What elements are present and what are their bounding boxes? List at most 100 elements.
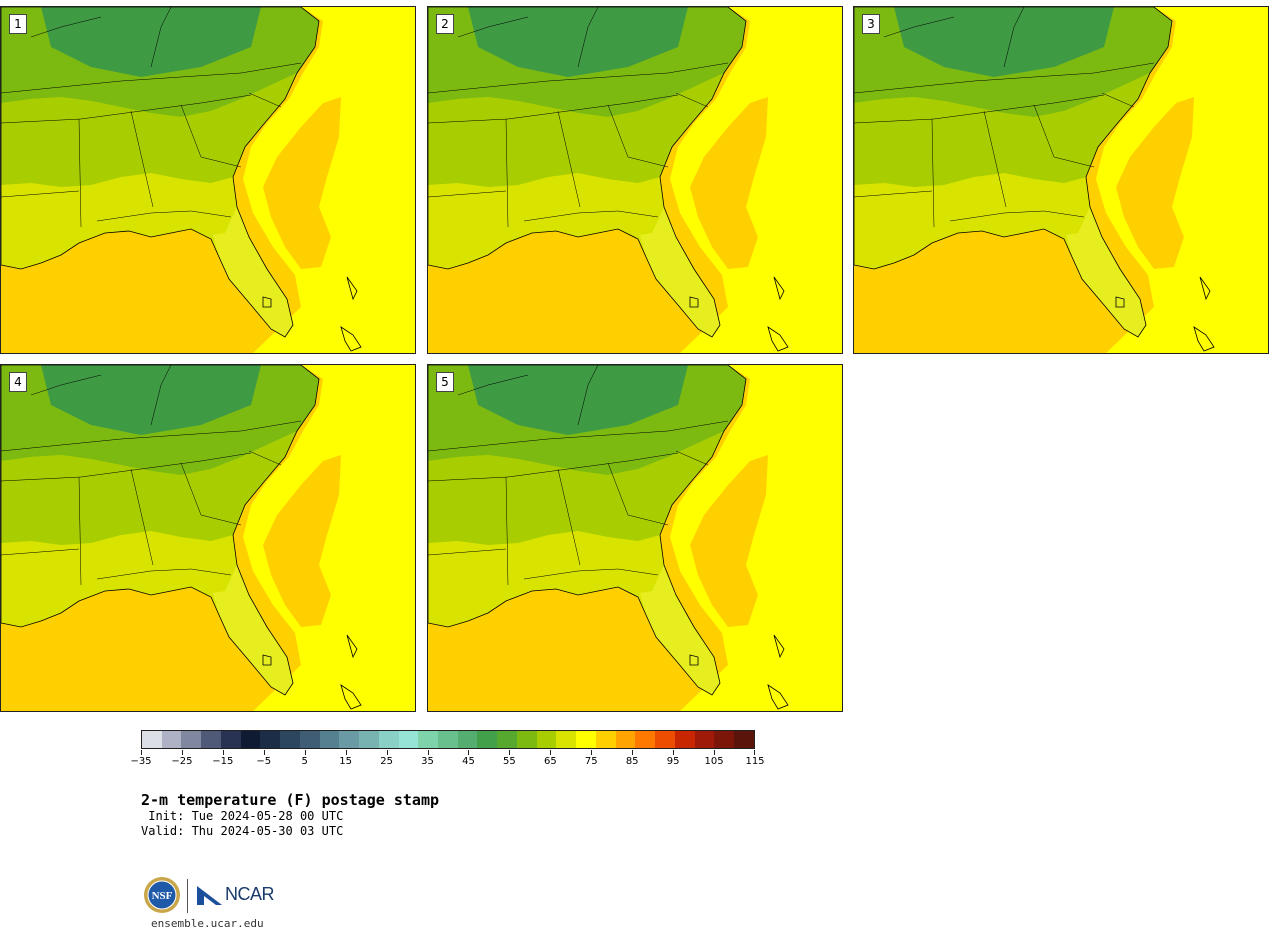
coastline bbox=[428, 365, 747, 696]
state-border bbox=[931, 118, 935, 228]
colorbar-tick-label: 45 bbox=[462, 756, 475, 767]
state-border bbox=[457, 374, 529, 396]
state-border bbox=[457, 16, 529, 38]
colorbar-tick-label: 5 bbox=[301, 756, 308, 767]
colorbar-swatch bbox=[299, 731, 320, 748]
state-border bbox=[428, 420, 729, 452]
florida-peninsula bbox=[213, 565, 293, 695]
figure-title: 2-m temperature (F) postage stamp bbox=[141, 791, 440, 809]
warm-sea-surface bbox=[690, 97, 768, 269]
island-outline bbox=[346, 634, 358, 659]
colorbar-tick-label: 65 bbox=[543, 756, 557, 767]
colorbar-swatch bbox=[201, 731, 221, 748]
ncar-logo-text: NCAR bbox=[225, 884, 275, 904]
state-border bbox=[854, 94, 1105, 124]
map-panel-2: 2 bbox=[427, 6, 843, 354]
island-outline bbox=[1199, 276, 1211, 301]
island-outline bbox=[767, 684, 789, 710]
site-url: ensemble.ucar.edu bbox=[151, 917, 264, 930]
island-outline bbox=[1115, 296, 1125, 308]
appalachian-cool-zone bbox=[468, 365, 688, 435]
logo-divider bbox=[187, 879, 188, 913]
warm-sea-surface bbox=[263, 455, 341, 627]
state-border bbox=[428, 548, 507, 556]
colorbar-tick-label: 55 bbox=[503, 756, 516, 767]
island-outline bbox=[1193, 326, 1215, 352]
colorbar-tick-label: −15 bbox=[212, 756, 234, 767]
sponsor-logos: NSF NCAR bbox=[143, 876, 283, 918]
island-outline bbox=[262, 654, 272, 666]
land-warm-band bbox=[428, 431, 724, 545]
panel-number-label: 1 bbox=[9, 14, 27, 34]
colorbar-tick-label: 15 bbox=[339, 756, 353, 767]
state-border bbox=[949, 210, 1085, 222]
island-outline bbox=[340, 326, 362, 352]
state-border bbox=[557, 468, 581, 566]
colorbar-tick-label: 35 bbox=[421, 756, 434, 767]
state-border bbox=[557, 110, 581, 208]
colorbar-swatch bbox=[319, 731, 340, 748]
coastline bbox=[1, 365, 320, 696]
island-outline bbox=[767, 326, 789, 352]
state-border bbox=[150, 365, 172, 426]
colorbar-swatch bbox=[595, 731, 616, 748]
land-warm-band bbox=[1, 431, 297, 545]
state-border bbox=[130, 468, 154, 566]
state-border bbox=[428, 62, 729, 94]
state-border bbox=[1, 548, 80, 556]
state-border bbox=[1003, 7, 1025, 68]
colorbar-tick-label: −5 bbox=[256, 756, 272, 767]
state-border bbox=[248, 92, 282, 108]
state-border bbox=[180, 462, 242, 526]
colorbar-tick bbox=[714, 750, 716, 755]
state-border bbox=[428, 190, 507, 198]
valid-time: Valid: Thu 2024-05-30 03 UTC bbox=[141, 824, 344, 838]
state-border bbox=[505, 476, 509, 586]
atlantic-ocean bbox=[1096, 7, 1268, 353]
colorbar-tick-labels: −35 −25 −15 −5 5 15 25 35 45 55 65 75 85 95 105 115 bbox=[130, 750, 765, 774]
colorbar-tick-label: −35 bbox=[130, 756, 152, 767]
colorbar-swatch bbox=[339, 731, 360, 748]
map-panel-4: 4 bbox=[0, 364, 416, 712]
state-border bbox=[577, 365, 599, 426]
colorbar-tick bbox=[591, 750, 593, 755]
atlantic-ocean bbox=[243, 365, 415, 711]
map-panel-5: 5 bbox=[427, 364, 843, 712]
island-outline bbox=[340, 684, 362, 710]
panel-number-label: 2 bbox=[436, 14, 454, 34]
temperature-map bbox=[428, 7, 842, 353]
colorbar-swatch bbox=[260, 731, 281, 748]
map-panel-3: 3 bbox=[853, 6, 1269, 354]
colorbar-tick bbox=[754, 750, 755, 755]
state-border bbox=[854, 62, 1155, 94]
atlantic-ocean bbox=[670, 365, 842, 711]
state-border bbox=[1101, 92, 1135, 108]
temperature-colorbar bbox=[141, 730, 755, 749]
state-border bbox=[1, 420, 302, 452]
warm-sea-surface bbox=[1116, 97, 1194, 269]
appalachian-cool-zone bbox=[41, 7, 261, 77]
colorbar-swatch bbox=[418, 731, 439, 748]
coastline bbox=[1, 7, 320, 338]
colorbar-tick-label: 25 bbox=[380, 756, 393, 767]
state-border bbox=[883, 16, 955, 38]
state-border bbox=[1, 94, 252, 124]
panel-number-label: 3 bbox=[862, 14, 880, 34]
state-border bbox=[505, 118, 509, 228]
nsf-logo-icon: NSF bbox=[144, 877, 180, 913]
land-warm-band bbox=[854, 73, 1150, 187]
colorbar-swatch bbox=[359, 731, 379, 748]
state-border bbox=[30, 16, 102, 38]
colorbar-swatch bbox=[457, 731, 478, 748]
colorbar-tick bbox=[386, 750, 388, 755]
state-border bbox=[607, 462, 669, 526]
colorbar-tick bbox=[304, 750, 306, 755]
island-outline bbox=[689, 296, 699, 308]
state-border bbox=[248, 450, 282, 466]
appalachian-cool-zone bbox=[41, 365, 261, 435]
colorbar-tick-label: 115 bbox=[745, 756, 765, 767]
land-warm-band bbox=[1, 73, 297, 187]
colorbar-tick bbox=[550, 750, 552, 755]
panel-number-label: 5 bbox=[436, 372, 454, 392]
colorbar-tick bbox=[468, 750, 470, 755]
